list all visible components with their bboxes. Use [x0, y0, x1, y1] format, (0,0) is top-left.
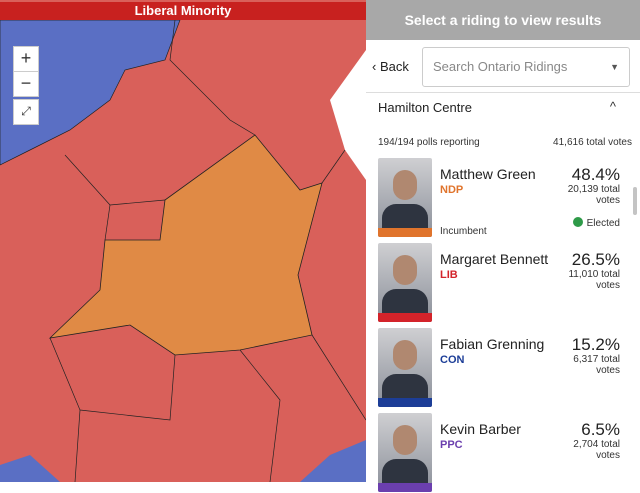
party: NDP: [440, 184, 464, 196]
party-bar: [378, 483, 432, 492]
map[interactable]: Liberal Minority + − ⤢: [0, 0, 367, 483]
candidate-name: Fabian Grenning: [440, 336, 545, 352]
party-bar: [378, 313, 432, 322]
divider: [366, 92, 640, 93]
zoom-out[interactable]: −: [13, 71, 39, 97]
head: [393, 340, 417, 370]
panel-header: Select a riding to view results: [366, 0, 640, 40]
candidate: Matthew Green NDP 48.4% 20,139 total votes I…: [378, 158, 628, 238]
check-icon: [572, 217, 583, 227]
polls-reporting: 194/194 polls reporting: [378, 137, 480, 148]
elected: Elected: [572, 217, 620, 229]
candidate-photo: [378, 413, 432, 492]
search-input[interactable]: Search Ontario Ridings ▼: [422, 47, 630, 87]
search-placeholder: Search Ontario Ridings: [433, 59, 568, 74]
head: [393, 255, 417, 285]
scrollbar[interactable]: [633, 187, 637, 215]
total-votes: 41,616 total votes: [553, 137, 632, 148]
status: Elected: [586, 218, 620, 229]
candidate-photo: [378, 158, 432, 237]
candidate: Kevin Barber PPC 6.5% 2,704 total votes: [378, 413, 628, 493]
party-bar: [378, 228, 432, 237]
vote-percent: 6.5%: [581, 420, 620, 439]
vote-percent: 26.5%: [571, 250, 620, 269]
riding-name[interactable]: Hamilton Centre: [378, 100, 472, 115]
head: [393, 170, 417, 200]
back-label: Back: [379, 59, 409, 74]
collapse-icon[interactable]: ^: [609, 99, 616, 114]
candidate-name: Kevin Barber: [440, 421, 521, 437]
zoom-in[interactable]: +: [13, 46, 39, 72]
candidate: Margaret Bennett LIB 26.5% 11,010 total vot…: [378, 243, 628, 323]
back-button[interactable]: ‹ Back: [372, 59, 409, 74]
candidate-name: Matthew Green: [440, 166, 536, 182]
banner: Liberal Minority: [0, 2, 366, 20]
candidate-photo: [378, 243, 432, 322]
candidate-photo: [378, 328, 432, 407]
vote-count: 20,139 total votes: [567, 184, 620, 206]
vote-count: 11,010 total votes: [568, 269, 620, 291]
head: [393, 425, 417, 455]
vote-count: 2,704 total votes: [573, 439, 620, 461]
vote-percent: 15.2%: [571, 335, 620, 354]
vote-count: 6,317 total votes: [573, 354, 620, 376]
candidate-name: Margaret Bennett: [440, 251, 549, 267]
party: PPC: [440, 439, 463, 451]
incumbent: Incumbent: [440, 226, 487, 237]
party: LIB: [440, 269, 458, 281]
map-shapes: [0, 0, 367, 483]
party: CON: [440, 354, 465, 366]
party-bar: [378, 398, 432, 407]
side-panel: Select a riding to view results ‹ Back S…: [366, 0, 640, 492]
fullscreen[interactable]: ⤢: [13, 99, 39, 125]
candidate: Fabian Grenning CON 15.2% 6,317 total votes: [378, 328, 628, 408]
vote-percent: 48.4%: [571, 165, 620, 184]
